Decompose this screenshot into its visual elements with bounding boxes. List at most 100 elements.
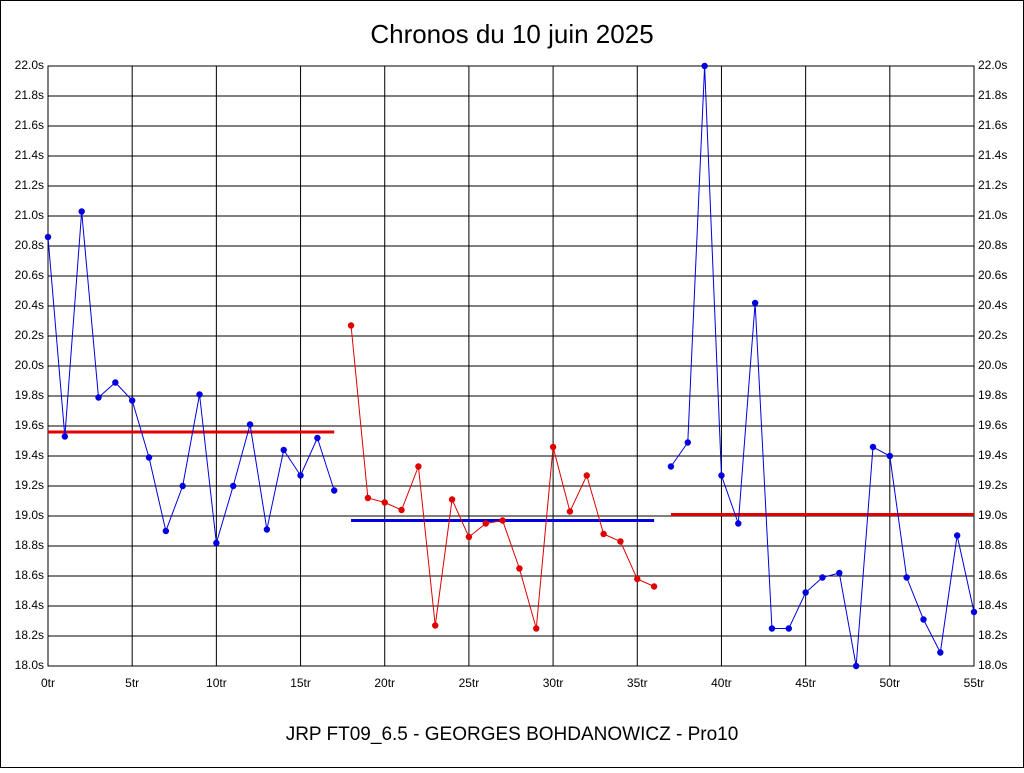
y-tick-label: 20.8s [15, 238, 44, 252]
x-tick-label: 30tr [543, 676, 564, 690]
chart-footer: JRP FT09_6.5 - GEORGES BOHDANOWICZ - Pro… [286, 724, 739, 745]
y2-tick-label: 20.8s [978, 238, 1007, 252]
point [516, 565, 523, 572]
y2-tick-label: 21.4s [978, 148, 1007, 162]
y2-tick-label: 19.6s [978, 418, 1007, 432]
y2-tick-label: 20.6s [978, 268, 1007, 282]
x-tick-label: 35tr [627, 676, 648, 690]
point [297, 472, 304, 479]
point [583, 472, 590, 479]
y2-tick-label: 18.2s [978, 628, 1007, 642]
point [650, 583, 658, 590]
y-tick-label: 19.2s [15, 478, 44, 492]
plot-border [47, 65, 975, 667]
point [432, 622, 439, 629]
point [566, 508, 574, 515]
y-tick-label: 18.0s [15, 658, 44, 672]
y2-tick-label: 19.0s [978, 508, 1007, 522]
x-tick-label: 45tr [795, 676, 816, 690]
point [196, 391, 203, 398]
y-tick-label: 22.0s [15, 58, 44, 72]
point [162, 527, 170, 535]
point [44, 233, 52, 241]
y2-tick-label: 20.2s [978, 328, 1007, 342]
y-tick-label: 20.4s [15, 298, 44, 312]
x-tick-label: 15tr [290, 676, 311, 690]
point [61, 433, 69, 440]
series-line [47, 211, 335, 544]
y-tick-label: 18.8s [15, 538, 44, 552]
point [718, 472, 725, 479]
chart-title: Chronos du 10 juin 2025 [370, 19, 653, 49]
point [398, 506, 405, 514]
y-tick-label: 21.6s [15, 118, 44, 132]
point [617, 538, 624, 545]
point [852, 662, 860, 670]
y2-tick-label: 22.0s [978, 58, 1007, 72]
point [684, 439, 691, 446]
point [78, 208, 85, 215]
point [364, 494, 372, 502]
y2-tick-label: 18.6s [978, 568, 1007, 582]
point [785, 625, 792, 632]
point [448, 496, 456, 503]
y-tick-label: 20.0s [15, 358, 44, 372]
point [482, 520, 489, 527]
x-tick-label: 40tr [711, 676, 732, 690]
point [533, 625, 540, 632]
point [701, 62, 708, 70]
y-tick-label: 21.4s [15, 148, 44, 162]
y-tick-label: 19.0s [15, 508, 44, 522]
x-tick-label: 0tr [41, 676, 55, 690]
y-tick-label: 21.0s [15, 208, 44, 222]
point [145, 454, 153, 461]
point [735, 520, 742, 527]
point [128, 397, 136, 404]
x-tick-label: 55tr [964, 676, 985, 690]
y-tick-label: 18.2s [15, 628, 44, 642]
point [415, 463, 422, 470]
y2-tick-label: 19.8s [978, 388, 1007, 402]
point [600, 530, 607, 538]
point [280, 446, 287, 454]
point [751, 299, 759, 307]
point [230, 482, 237, 490]
point [331, 487, 338, 494]
x-tick-label: 50tr [879, 676, 900, 690]
point [95, 394, 102, 401]
y-tick-label: 19.6s [15, 418, 44, 432]
y-tick-label: 21.2s [15, 178, 44, 192]
y-tick-label: 18.4s [15, 598, 44, 612]
point [347, 322, 355, 329]
point [970, 608, 978, 616]
point [920, 616, 927, 623]
y2-tick-label: 20.4s [978, 298, 1007, 312]
point [819, 574, 826, 581]
point [381, 499, 388, 506]
point [549, 443, 557, 451]
point [499, 517, 506, 524]
y2-tick-label: 19.2s [978, 478, 1007, 492]
point [179, 482, 186, 490]
point [213, 539, 220, 547]
y-tick-label: 18.6s [15, 568, 44, 582]
point [634, 575, 641, 583]
point [768, 625, 776, 632]
y2-tick-label: 19.4s [978, 448, 1007, 462]
point [836, 569, 843, 577]
y2-tick-label: 18.8s [978, 538, 1007, 552]
point [937, 649, 944, 656]
y-tick-label: 19.4s [15, 448, 44, 462]
y-tick-label: 20.2s [15, 328, 44, 342]
x-tick-label: 5tr [125, 676, 139, 690]
point [314, 434, 321, 442]
point [667, 463, 675, 470]
point [263, 526, 271, 533]
point [903, 574, 910, 581]
y-tick-label: 21.8s [15, 88, 44, 102]
point [465, 533, 473, 541]
point [246, 421, 254, 428]
y2-tick-label: 18.0s [978, 658, 1007, 672]
